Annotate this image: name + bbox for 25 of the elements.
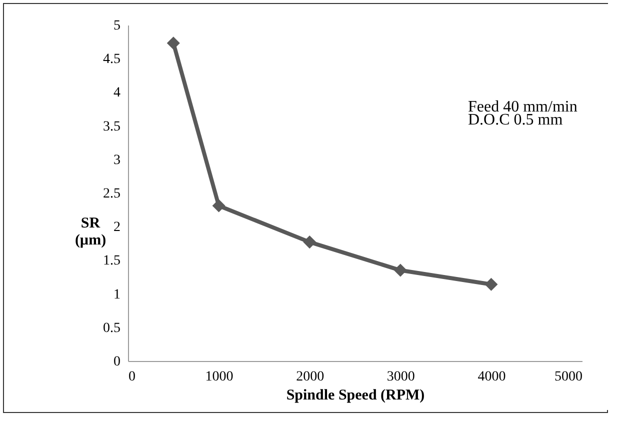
point [484,278,498,291]
y-tick-label: 4 [114,86,120,101]
y-tick-label: 0 [114,354,120,370]
y-tick-label: 0.5 [103,320,120,336]
point [212,199,226,212]
x-tick-label: 0 [128,370,136,384]
y-tick-label: 3.5 [103,119,120,134]
x-tick-label: 4000 [478,370,506,384]
y-tick-label: 1 [114,287,120,302]
y-tick-label: 2.5 [103,186,120,202]
x-tick-label: 2000 [296,370,324,384]
y-tick-label: 4.5 [103,52,120,68]
x-tick-label: 5000 [554,370,582,384]
point [394,264,407,277]
y-axis-title: SR (µm) [74,216,106,248]
annotation: D.O.C 0.5 mm [468,112,564,128]
x-axis-title: Spindle Speed (RPM) [286,388,425,404]
x-tick-label: 1000 [205,370,234,384]
y-tick-label: 3 [114,152,120,168]
y-tick-label: 1.5 [103,254,120,269]
y-tick-label: 2 [114,220,120,236]
y-tick-label: 5 [114,18,120,34]
point [303,236,316,249]
point [166,36,180,50]
x-tick-label: 3000 [386,370,415,384]
